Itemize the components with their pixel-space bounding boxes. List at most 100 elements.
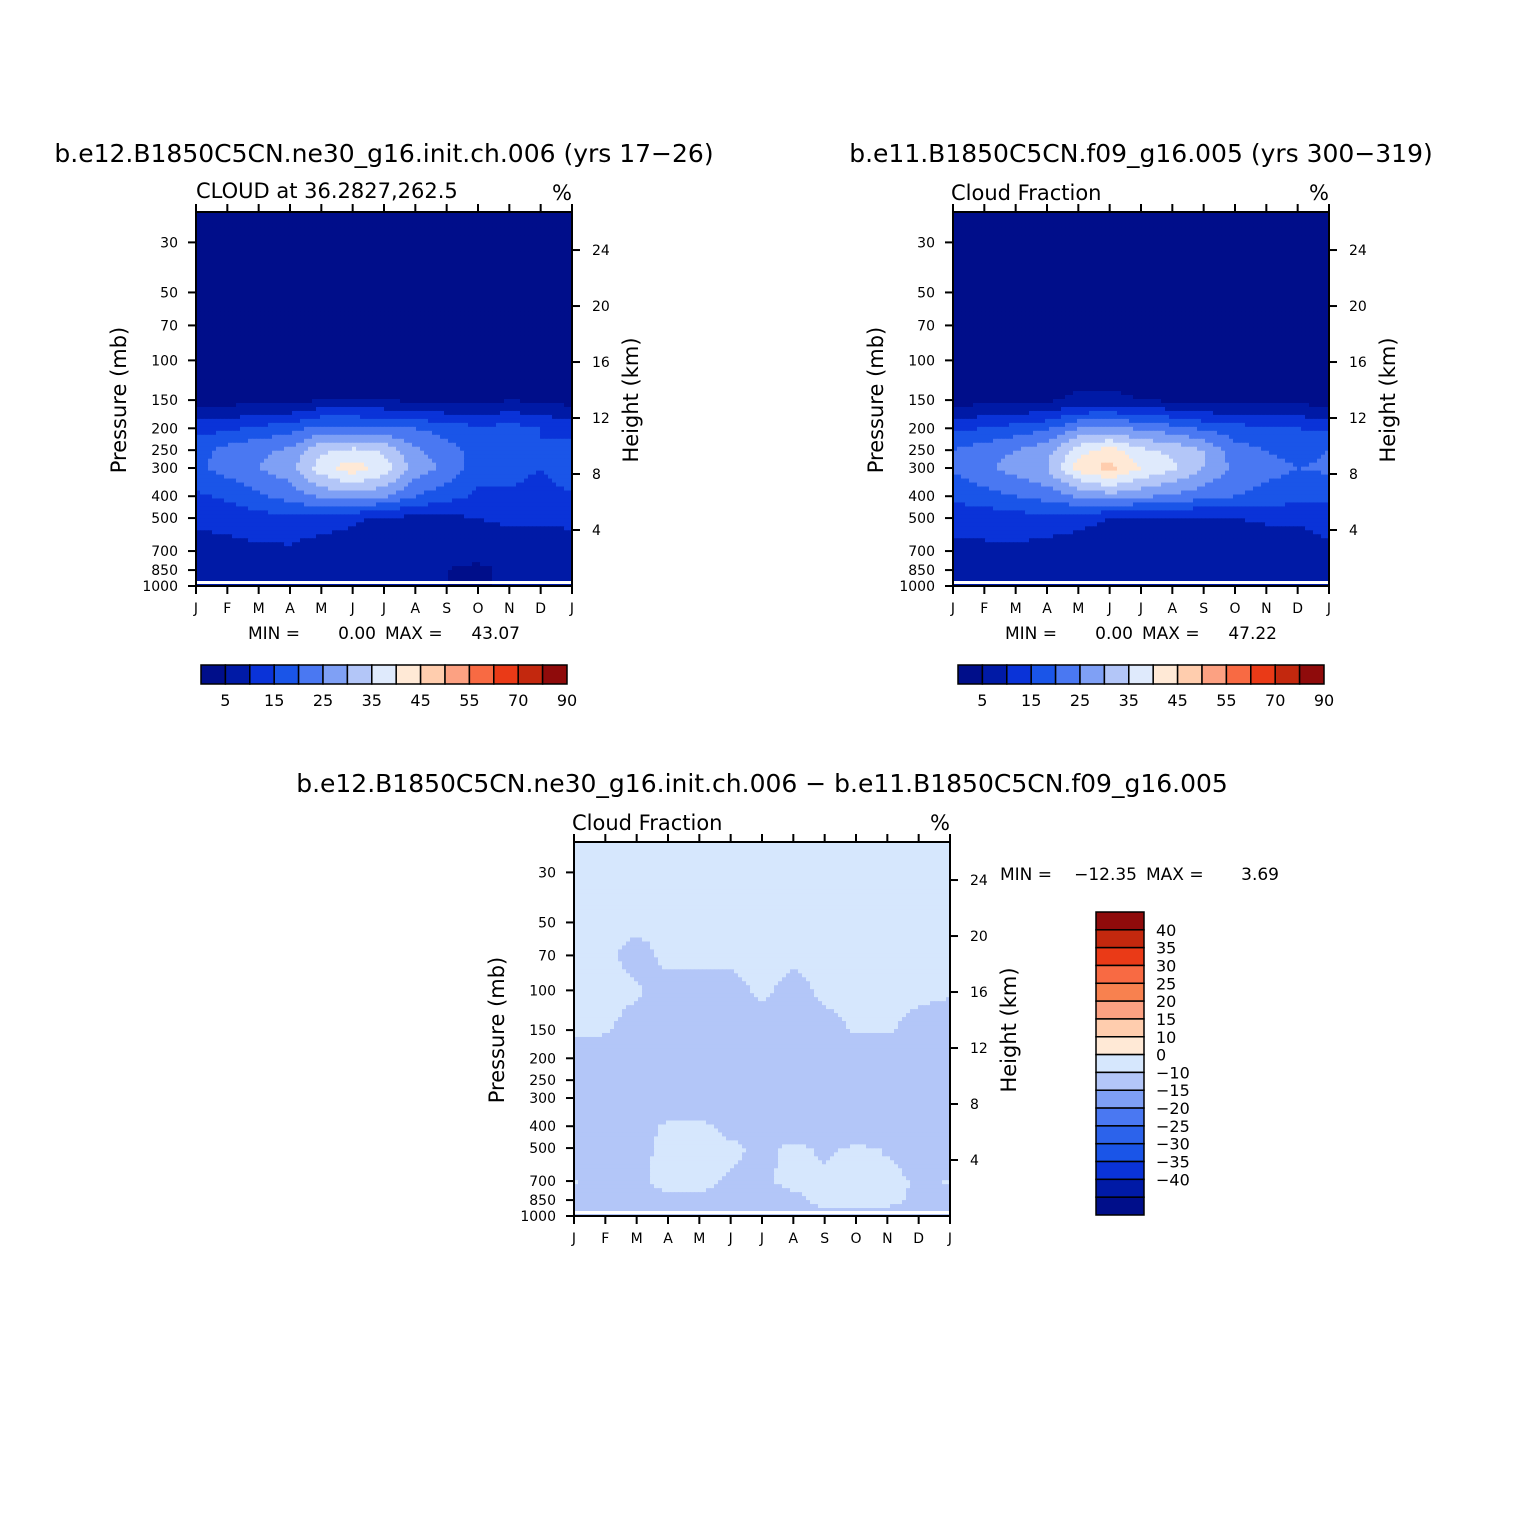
- field-cell: [204, 227, 209, 233]
- field-cell: [448, 418, 453, 424]
- field-cell: [392, 223, 397, 229]
- field-cell: [224, 303, 229, 309]
- field-cell: [504, 383, 509, 388]
- field-cell: [388, 255, 393, 261]
- field-cell: [348, 402, 353, 408]
- field-cell: [364, 359, 369, 364]
- field-cell: [548, 363, 553, 368]
- field-cell: [556, 339, 561, 344]
- field-cell: [276, 355, 281, 360]
- field-cell: [256, 259, 261, 265]
- field-cell: [412, 215, 417, 221]
- field-cell: [320, 287, 325, 293]
- field-cell: [412, 359, 417, 364]
- field-cell: [368, 227, 373, 233]
- field-cell: [236, 291, 241, 297]
- field-cell: [340, 227, 345, 233]
- field-cell: [200, 295, 205, 301]
- field-cell: [556, 227, 561, 233]
- field-cell: [204, 351, 209, 356]
- field-cell: [248, 255, 253, 261]
- field-cell: [404, 339, 409, 344]
- field-cell: [540, 410, 545, 416]
- field-cell: [508, 355, 513, 360]
- field-cell: [556, 414, 561, 420]
- field-cell: [556, 267, 561, 273]
- field-cell: [416, 367, 421, 372]
- field-cell: [544, 247, 549, 253]
- field-cell: [476, 355, 481, 360]
- field-cell: [252, 379, 257, 384]
- field-cell: [200, 275, 205, 281]
- field-cell: [540, 367, 545, 372]
- field-cell: [324, 295, 329, 301]
- field-cell: [340, 343, 345, 348]
- field-cell: [384, 283, 389, 289]
- field-cell: [252, 303, 257, 309]
- field-cell: [528, 367, 533, 372]
- field-cell: [212, 295, 217, 301]
- field-cell: [328, 227, 333, 233]
- panel-model-a: b.e12.B1850C5CN.ne30_g16.init.ch.006 (yr…: [54, 139, 713, 710]
- field-cell: [372, 311, 377, 317]
- field-cell: [480, 418, 485, 424]
- field-cell: [380, 379, 385, 384]
- field-cell: [408, 215, 413, 221]
- field-cell: [448, 279, 453, 285]
- field-cell: [464, 271, 469, 277]
- field-cell: [268, 339, 273, 344]
- field-cell: [384, 307, 389, 313]
- field-cell: [464, 279, 469, 285]
- field-cell: [444, 335, 449, 340]
- field-cell: [516, 335, 521, 340]
- field-cell: [360, 391, 365, 396]
- field-cell: [440, 247, 445, 253]
- field-cell: [464, 335, 469, 340]
- field-cell: [472, 212, 477, 217]
- field-cell: [528, 303, 533, 309]
- field-cell: [508, 375, 513, 380]
- field-cell: [472, 223, 477, 229]
- field-cell: [464, 379, 469, 384]
- field-cell: [552, 247, 557, 253]
- field-cell: [552, 267, 557, 273]
- field-cell: [232, 227, 237, 233]
- field-cell: [380, 355, 385, 360]
- field-cell: [556, 375, 561, 380]
- field-cell: [324, 410, 329, 416]
- field-cell: [348, 395, 353, 400]
- field-cell: [424, 267, 429, 273]
- field-cell: [240, 375, 245, 380]
- field-cell: [456, 279, 461, 285]
- field-cell: [240, 235, 245, 241]
- field-cell: [340, 327, 345, 332]
- field-cell: [200, 367, 205, 372]
- field-cell: [336, 410, 341, 416]
- field-cell: [296, 363, 301, 368]
- field-cell: [392, 383, 397, 388]
- field-cell: [476, 231, 481, 237]
- field-cell: [424, 379, 429, 384]
- field-cell: [328, 223, 333, 229]
- field-cell: [476, 331, 481, 336]
- field-cell: [392, 271, 397, 277]
- field-cell: [512, 359, 517, 364]
- field-cell: [488, 323, 493, 328]
- field-cell: [220, 279, 225, 285]
- field-cell: [220, 235, 225, 241]
- field-cell: [520, 323, 525, 328]
- field-cell: [248, 267, 253, 273]
- field-cell: [340, 287, 345, 293]
- field-cell: [508, 367, 513, 372]
- field-cell: [196, 402, 201, 408]
- field-cell: [328, 247, 333, 253]
- field-cell: [260, 223, 265, 229]
- field-cell: [420, 303, 425, 309]
- field-cell: [420, 387, 425, 392]
- field-cell: [244, 319, 249, 325]
- field-cell: [396, 279, 401, 285]
- field-cell: [436, 383, 441, 388]
- field-cell: [312, 235, 317, 241]
- field-cell: [512, 299, 517, 305]
- field-cell: [436, 223, 441, 229]
